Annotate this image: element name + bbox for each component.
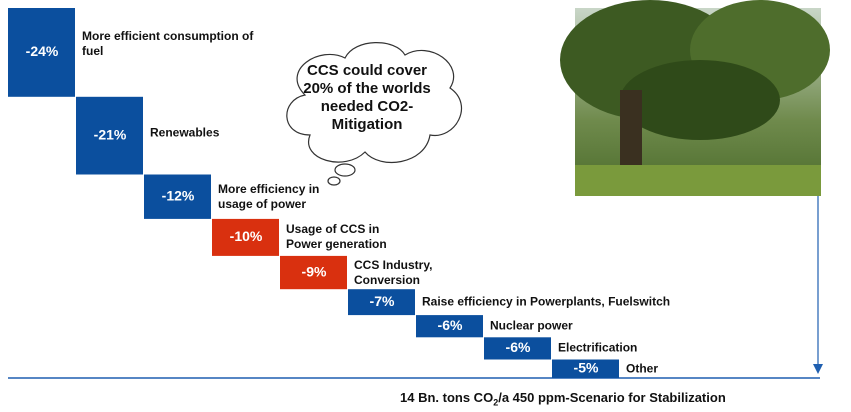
category-label: Usage of CCS in Power generation bbox=[286, 222, 387, 252]
value-label: -12% bbox=[162, 187, 195, 203]
bar bbox=[76, 96, 143, 175]
category-label: Electrification bbox=[558, 340, 638, 355]
footer-text: 14 Bn. tons CO bbox=[400, 390, 494, 405]
category-label: More efficient consumption of fuel bbox=[82, 29, 254, 58]
bar bbox=[144, 174, 211, 219]
category-label: Other bbox=[626, 361, 659, 376]
value-label: -7% bbox=[370, 293, 395, 309]
bar bbox=[8, 8, 75, 97]
category-label: Renewables bbox=[150, 125, 220, 140]
value-label: -21% bbox=[94, 126, 127, 142]
value-label: -10% bbox=[230, 228, 263, 244]
value-label: -6% bbox=[438, 317, 463, 333]
photo bbox=[560, 0, 830, 196]
bar bbox=[280, 255, 347, 290]
arrow-head bbox=[813, 364, 823, 374]
value-label: -24% bbox=[26, 43, 59, 59]
bar bbox=[212, 218, 279, 256]
bar bbox=[484, 337, 551, 360]
footer-text: /a 450 ppm-Scenario for Stabilization bbox=[498, 390, 726, 405]
bar bbox=[552, 359, 619, 378]
thought-cloud bbox=[286, 42, 463, 186]
category-label: CCS Industry, Conversion bbox=[354, 257, 433, 287]
footer: 14 Bn. tons CO2/a 450 ppm-Scenario for S… bbox=[400, 390, 726, 408]
value-label: -6% bbox=[506, 339, 531, 355]
footer-sub: 2 bbox=[493, 397, 499, 408]
value-label: -5% bbox=[574, 359, 599, 375]
category-label: Raise efficiency in Powerplants, Fuelswi… bbox=[422, 294, 671, 309]
category-label: Nuclear power bbox=[490, 318, 573, 333]
annotation: CCS could cover 20% of the worlds needed… bbox=[303, 62, 431, 133]
category-label: More efficiency in usage of power bbox=[218, 181, 320, 211]
bar bbox=[416, 315, 483, 338]
value-label: -9% bbox=[302, 263, 327, 279]
bar bbox=[348, 289, 415, 316]
